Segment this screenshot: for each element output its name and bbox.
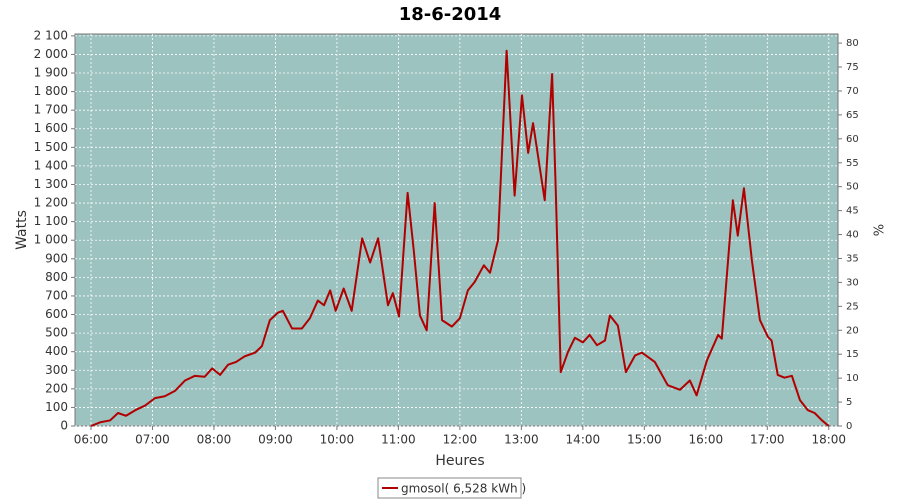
x-tick-label: 09:00 [258,433,293,447]
y-tick-label: 0 [60,419,68,433]
data-line [90,49,830,427]
x-tick-label: 13:00 [504,433,539,447]
y-tick-label: 1 700 [34,103,68,117]
y2-tick-label: 55 [846,158,859,169]
x-tick-label: 15:00 [627,433,662,447]
y-tick-label: 1 900 [34,66,68,80]
x-tick-label: 10:00 [320,433,355,447]
x-tick-label: 18:00 [811,433,846,447]
y-tick-label: 1 500 [34,140,68,154]
x-tick-label: 17:00 [750,433,785,447]
y-tick-label: 1 000 [34,233,68,247]
y-tick-label: 800 [45,270,68,284]
y2-tick-label: 40 [846,230,859,241]
y2-tick-label: 5 [846,397,852,408]
y-tick-label: 1 200 [34,196,68,210]
x-tick-label: 12:00 [443,433,478,447]
y-tick-label: 900 [45,251,68,265]
y2-tick-label: 20 [846,325,859,336]
y-tick-label: 1 300 [34,177,68,191]
y2-tick-label: 50 [846,182,859,193]
y2-tick-label: 75 [846,62,859,73]
y2-tick-label: 0 [846,421,852,432]
y-tick-label: 700 [45,288,68,302]
x-tick-label: 16:00 [689,433,724,447]
x-tick-label: 14:00 [566,433,601,447]
y-tick-label: 1 800 [34,84,68,98]
y2-tick-label: 60 [846,134,859,145]
y-tick-label: 1 100 [34,214,68,228]
x-tick-label: 11:00 [381,433,416,447]
y2-tick-label: 45 [846,206,859,217]
y2-tick-label: 25 [846,301,859,312]
y2-tick-label: 10 [846,373,859,384]
y2-tick-label: 30 [846,277,859,288]
y2-tick-label: 15 [846,349,859,360]
chart-title: 18-6-2014 [399,4,502,25]
y2-tick-label: 35 [846,253,859,264]
y2-tick-label: 80 [846,38,859,49]
y-axis-label: Watts [14,210,30,250]
y2-tick-label: 70 [846,86,859,97]
y-tick-label: 200 [45,381,68,395]
y-tick-label: 400 [45,344,68,358]
y-tick-label: 2 100 [34,28,68,42]
legend-label: gmosol( 6,528 kWh ) [401,482,526,496]
y-tick-label: 2 000 [34,47,68,61]
y-tick-label: 300 [45,363,68,377]
y-tick-label: 1 400 [34,158,68,172]
legend-box [377,477,522,499]
x-tick-label: 06:00 [74,433,109,447]
y-tick-label: 500 [45,326,68,340]
y-tick-label: 600 [45,307,68,321]
plot-area [74,33,839,427]
y2-axis-label: % [873,224,888,236]
y-tick-label: 100 [45,400,68,414]
y2-tick-label: 65 [846,110,859,121]
x-axis-label: Heures [435,453,484,469]
x-tick-label: 07:00 [135,433,170,447]
x-tick-label: 08:00 [197,433,232,447]
y-tick-label: 1 600 [34,121,68,135]
